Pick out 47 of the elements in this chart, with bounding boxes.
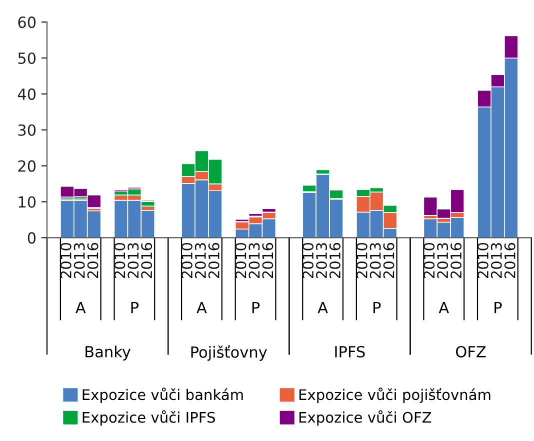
legend-label: Expozice vůči pojišťovnám <box>299 388 490 403</box>
x-tick-label: 2016 <box>262 242 274 278</box>
y-tick-label: 40 <box>18 88 36 100</box>
x-tick-label: 2013 <box>490 243 502 278</box>
y-tick-label: 60 <box>18 16 36 28</box>
x-tick-label: 2013 <box>128 243 139 278</box>
x-tick-label: 2010 <box>60 242 72 278</box>
x-tick-label: 2010 <box>181 242 192 278</box>
x-tick-label: 2010 <box>356 242 368 278</box>
x-tick-label: 2013 <box>194 243 206 278</box>
x-tick-label: 2013 <box>316 243 328 278</box>
text: A <box>318 302 328 314</box>
x-tick-label: 2010 <box>424 242 435 278</box>
x-tick-label: 2016 <box>450 242 462 278</box>
legend-label: Expozice vůči IPFS <box>82 410 215 426</box>
x-tick-label: 2016 <box>87 242 98 278</box>
x-tick-label: 2016 <box>141 242 152 278</box>
x-tick-label: 2016 <box>208 242 220 278</box>
text: Banky <box>86 346 131 360</box>
y-tick-label: 0 <box>28 232 36 244</box>
y-tick-label: 10 <box>18 196 36 208</box>
x-tick-label: 2010 <box>235 242 246 278</box>
y-tick-label: 30 <box>18 124 36 136</box>
y-tick-label: 50 <box>18 52 36 64</box>
x-tick-label: 2010 <box>114 242 126 278</box>
text: P <box>494 302 502 314</box>
x-tick-label: 2013 <box>370 243 381 278</box>
x-tick-label: 2010 <box>477 242 488 278</box>
x-tick-label: 2016 <box>329 242 340 278</box>
x-tick-label: 2016 <box>504 242 516 278</box>
legend-label: Expozice vůči bankám <box>82 388 243 403</box>
text: Pojišťovny <box>191 345 267 361</box>
text: A <box>196 302 207 314</box>
text: A <box>438 302 449 314</box>
text: P <box>374 302 381 314</box>
text: P <box>131 302 139 314</box>
x-tick-label: 2013 <box>74 243 85 278</box>
text: OFZ <box>456 346 486 358</box>
legend-label: Expozice vůči OFZ <box>299 410 432 426</box>
x-tick-label: 2016 <box>383 242 394 278</box>
x-tick-label: 2010 <box>302 242 314 278</box>
text: A <box>76 302 86 314</box>
x-tick-label: 2013 <box>248 243 260 278</box>
text: IPFS <box>335 346 365 358</box>
text: P <box>252 302 260 314</box>
y-tick-label: 20 <box>18 160 36 172</box>
x-tick-label: 2013 <box>437 243 448 278</box>
